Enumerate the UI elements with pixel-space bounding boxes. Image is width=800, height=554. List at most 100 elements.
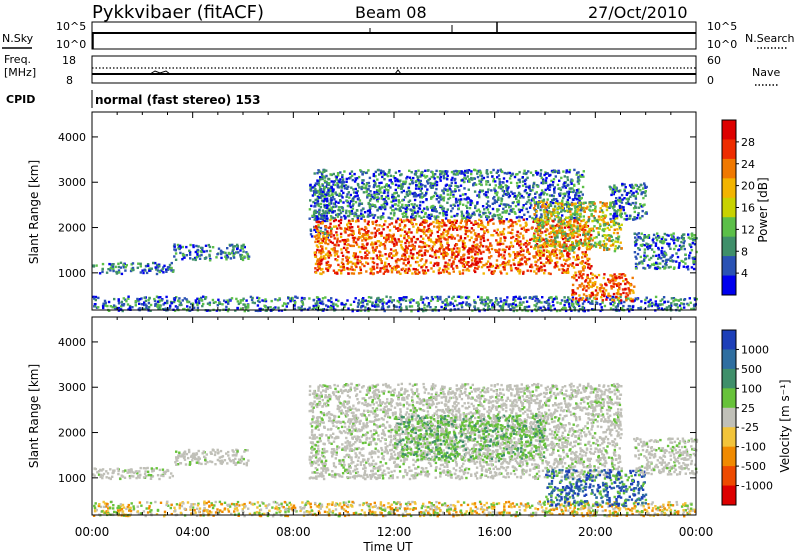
scatter-cell [389, 296, 392, 299]
scatter-cell [519, 250, 522, 253]
scatter-cell [327, 250, 330, 253]
scatter-cell [392, 254, 396, 257]
scatter-cell [569, 245, 572, 248]
scatter-cell [508, 194, 512, 198]
scatter-cell [313, 193, 317, 196]
scatter-cell [561, 214, 564, 217]
scatter-cell [370, 193, 373, 197]
scatter-cell [433, 252, 437, 255]
scatter-cell [478, 260, 481, 263]
scatter-cell [173, 248, 176, 251]
scatter-cell [574, 194, 577, 197]
scatter-cell [461, 217, 464, 220]
scatter-cell [424, 219, 427, 222]
scatter-cell [417, 308, 420, 311]
scatter-cell [101, 262, 105, 266]
scatter-cell [430, 247, 434, 250]
scatter-cell [388, 264, 392, 268]
scatter-cell [358, 232, 362, 235]
scatter-cell [541, 226, 544, 229]
scatter-cell [462, 257, 466, 260]
scatter-cell [515, 254, 518, 258]
scatter-cell [415, 183, 418, 187]
scatter-cell [420, 192, 424, 195]
scatter-cell [675, 303, 679, 306]
scatter-cell [519, 258, 522, 261]
scatter-cell [525, 191, 529, 195]
scatter-cell [347, 214, 351, 218]
scatter-cell [427, 303, 431, 307]
scatter-cell [640, 300, 643, 303]
scatter-cell [191, 258, 195, 261]
scatter-cell [579, 270, 582, 273]
scatter-cell [578, 307, 582, 311]
scatter-cell [491, 215, 494, 218]
scatter-cell [245, 299, 248, 302]
scatter-cell [441, 300, 444, 304]
scatter-cell [362, 186, 366, 189]
scatter-cell [403, 234, 406, 237]
scatter-cell [465, 303, 468, 306]
scatter-cell [587, 300, 590, 304]
scatter-cell [439, 242, 443, 245]
scatter-cell [568, 305, 571, 308]
scatter-cell [181, 258, 184, 261]
scatter-cell [579, 227, 582, 230]
scatter-cell [321, 192, 324, 196]
scatter-cell [258, 300, 261, 304]
scatter-cell [407, 189, 411, 193]
scatter-cell [517, 208, 521, 211]
scatter-cell [515, 222, 518, 226]
scatter-cell [409, 264, 412, 267]
scatter-cell [389, 174, 392, 177]
scatter-cell [328, 209, 331, 212]
scatter-cell [407, 241, 411, 244]
scatter-cell [466, 216, 469, 219]
scatter-cell [474, 204, 477, 208]
scatter-cell [356, 218, 359, 222]
scatter-cell [419, 196, 422, 199]
scatter-cell [339, 178, 342, 181]
scatter-cell [473, 177, 476, 180]
scatter-cell [565, 224, 568, 227]
scatter-cell [423, 225, 426, 229]
scatter-cell [542, 305, 545, 309]
scatter-cell [444, 217, 448, 220]
scatter-cell [152, 261, 155, 265]
scatter-cell [551, 298, 555, 301]
scatter-cell [205, 309, 209, 312]
scatter-cell [345, 177, 348, 181]
scatter-cell [480, 221, 484, 224]
scatter-cell [330, 193, 334, 196]
scatter-cell [693, 304, 696, 307]
scatter-cell [327, 209, 330, 212]
scatter-cell [509, 209, 512, 212]
scatter-cell [407, 186, 411, 189]
scatter-cell [309, 183, 312, 187]
scatter-cell [593, 219, 596, 222]
scatter-cell [373, 181, 377, 184]
scatter-cell [463, 247, 466, 250]
scatter-cell [336, 250, 339, 253]
scatter-cell [101, 268, 104, 271]
scatter-cell [389, 178, 392, 182]
scatter-cell [408, 244, 411, 247]
scatter-cell [259, 309, 262, 312]
scatter-cell [399, 309, 402, 313]
scatter-cell [522, 204, 525, 207]
scatter-cell [559, 216, 563, 220]
scatter-cell [354, 264, 357, 267]
scatter-cell [109, 269, 112, 272]
scatter-cell [547, 298, 550, 302]
scatter-cell [401, 267, 405, 270]
scatter-cell [561, 206, 564, 210]
scatter-cell [200, 246, 203, 250]
scatter-cell [317, 298, 320, 301]
scatter-cell [576, 180, 580, 183]
scatter-cell [689, 301, 692, 304]
scatter-cell [361, 257, 364, 260]
scatter-cell [445, 254, 448, 257]
scatter-cell [606, 247, 609, 250]
scatter-cell [370, 296, 373, 299]
scatter-cell [539, 306, 542, 309]
